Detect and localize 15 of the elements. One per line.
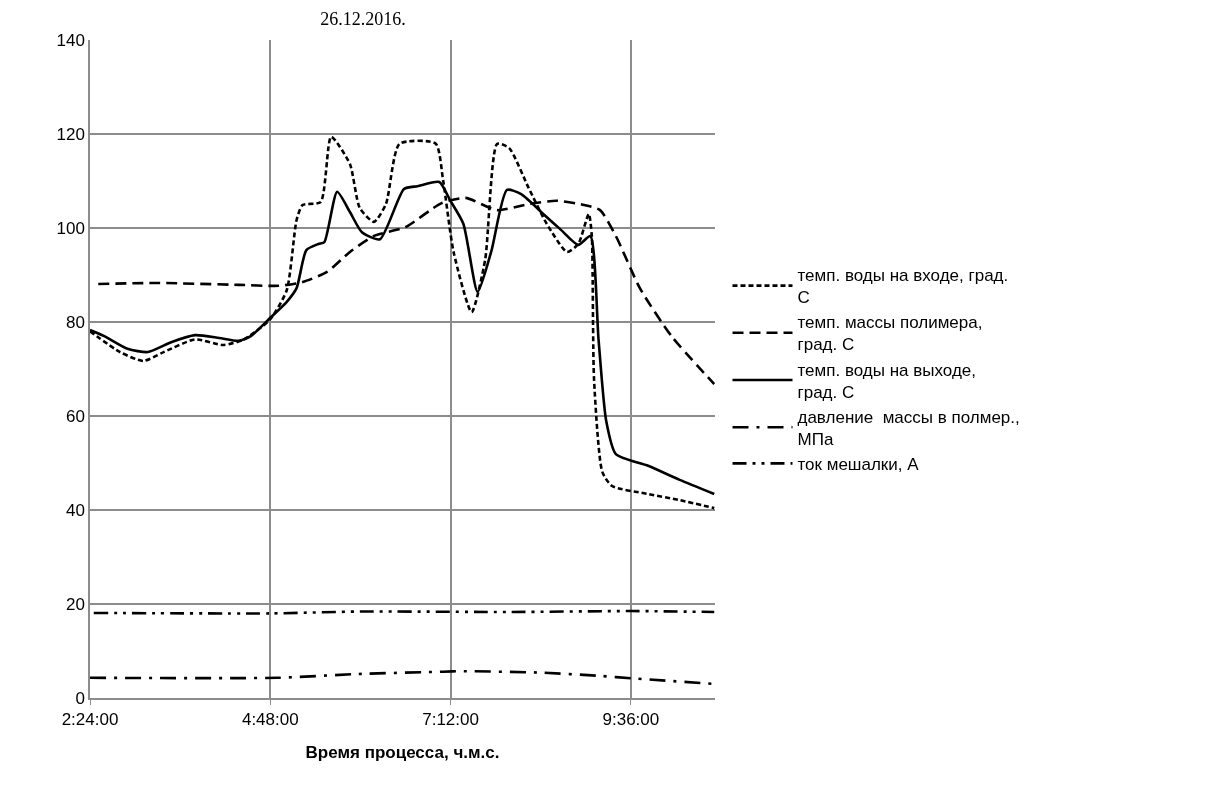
y-tick-label: 140 [56, 30, 85, 50]
y-tick-label: 20 [65, 594, 85, 614]
x-axis-title: Время процесса, ч.м.с. [305, 743, 500, 763]
x-tick-label: 2:24:00 [61, 710, 119, 730]
y-tick-label: 80 [65, 312, 85, 332]
y-tick-label: 60 [65, 406, 85, 426]
x-tick-label: 7:12:00 [422, 710, 479, 730]
y-tick-label: 120 [56, 124, 85, 144]
x-tick-label: 4:48:00 [241, 710, 299, 730]
legend-label: ток мешалки, А [797, 454, 920, 474]
y-tick-label: 0 [75, 688, 85, 708]
y-tick-label: 100 [56, 218, 85, 238]
y-tick-label: 40 [65, 500, 85, 520]
x-tick-label: 9:36:00 [602, 710, 660, 730]
chart-title: 26.12.2016. [320, 8, 406, 29]
